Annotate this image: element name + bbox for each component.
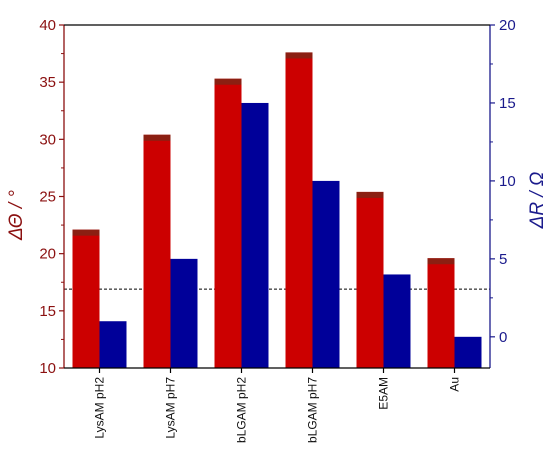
- bar-right-4: [383, 274, 411, 368]
- x-tick-label-0: LysAM pH2: [93, 377, 107, 439]
- axes-layer: 10 15 20 25 30 35 40 0 5 10 15 20 LysAM pH2 LysAM pH7…: [39, 17, 515, 443]
- bar-left-cap-0: [72, 229, 100, 236]
- left-tick-label-3: 25: [39, 189, 56, 206]
- left-tick-label-6: 40: [39, 17, 56, 34]
- left-tick-label-2: 20: [39, 246, 56, 263]
- left-tick-label-4: 30: [39, 131, 56, 148]
- left-tick-label-1: 15: [39, 303, 56, 320]
- right-tick-label-1: 5: [499, 251, 507, 268]
- right-tick-label-2: 10: [499, 173, 516, 190]
- bar-left-1: [143, 134, 171, 368]
- bar-left-2: [214, 78, 242, 368]
- left-axis-title: ΔΘ / °: [6, 190, 27, 241]
- bar-left-cap-2: [214, 78, 242, 85]
- left-tick-label-5: 35: [39, 74, 56, 91]
- bars-layer: [72, 52, 482, 369]
- bar-left-5: [427, 258, 455, 368]
- right-axis-title: ΔR / Ω: [527, 172, 548, 230]
- right-tick-label-0: 0: [499, 329, 507, 346]
- x-tick-label-3: bLGAM pH7: [306, 377, 320, 443]
- x-tick-label-2: bLGAM pH2: [235, 377, 249, 443]
- x-tick-label-4: E5AM: [377, 377, 391, 410]
- bar-left-cap-4: [356, 191, 384, 198]
- right-tick-label-3: 15: [499, 95, 516, 112]
- bar-right-1: [170, 258, 198, 368]
- bar-left-cap-5: [427, 258, 455, 265]
- x-tick-label-1: LysAM pH7: [164, 377, 178, 439]
- bar-left-cap-3: [285, 52, 313, 59]
- right-tick-label-4: 20: [499, 17, 516, 34]
- bar-left-4: [356, 191, 384, 368]
- bar-left-3: [285, 52, 313, 368]
- bar-left-0: [72, 229, 100, 368]
- left-tick-label-0: 10: [39, 360, 56, 377]
- bar-right-0: [99, 321, 127, 368]
- bar-right-3: [312, 180, 340, 368]
- x-tick-label-5: Au: [448, 377, 462, 392]
- bar-right-5: [454, 336, 482, 368]
- bar-right-2: [241, 102, 269, 369]
- bar-left-cap-1: [143, 134, 171, 141]
